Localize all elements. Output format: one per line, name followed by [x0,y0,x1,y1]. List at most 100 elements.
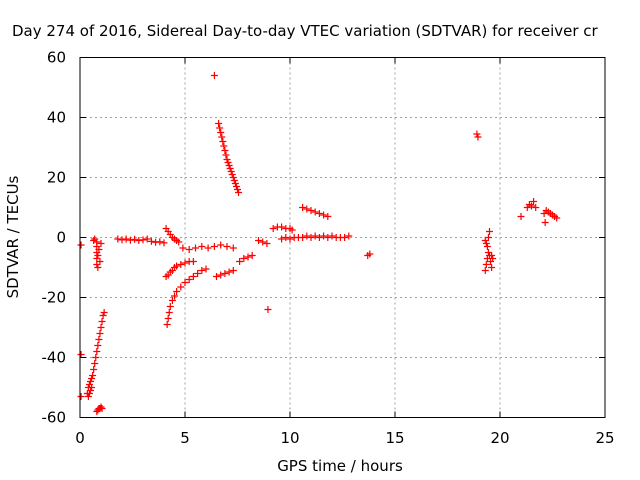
chart-title: Day 274 of 2016, Sidereal Day-to-day VTE… [12,22,599,40]
data-point [227,168,235,175]
data-point [210,243,218,250]
data-point [231,180,239,187]
data-point [473,130,481,138]
data-point [484,249,492,256]
data-point [97,403,105,411]
data-point [217,241,225,249]
data-point [282,234,290,241]
data-point [166,303,174,310]
data-point [179,244,187,252]
data-point [90,366,98,373]
data-point [269,225,277,232]
data-point [93,261,101,268]
data-point [98,318,106,325]
x-tick-label: 15 [385,429,404,447]
x-tick-label: 25 [595,429,614,447]
data-point [222,151,230,159]
data-point [88,384,96,391]
data-point [213,273,220,280]
data-point [189,258,197,265]
data-point [156,238,164,246]
data-point [488,264,496,271]
data-point [88,375,96,382]
data-point [95,336,103,343]
data-point [223,156,231,163]
data-point [489,255,497,262]
grid [80,57,605,418]
data-point [85,390,93,397]
data-point [185,246,193,253]
data-point [192,244,199,252]
data-point [93,348,101,355]
data-point [93,255,101,262]
data-point [131,235,139,243]
data-point [221,147,229,154]
data-point [235,189,243,196]
data-point [77,241,85,249]
data-point [95,246,103,253]
data-point [173,262,181,270]
data-point [160,239,168,247]
data-point [229,267,237,274]
data-point [229,244,237,252]
data-point [122,235,130,243]
data-point [217,271,225,279]
data-point [165,309,173,316]
data-point [226,165,234,172]
data-point [96,330,104,337]
data-point [223,243,231,250]
data-point [177,283,185,291]
data-point [366,250,374,258]
data-point [553,214,561,222]
data-point [218,133,226,141]
data-point [217,129,225,136]
data-point [221,270,229,277]
x-tick-label: 20 [490,429,509,447]
data-point [91,360,99,367]
data-point [320,232,328,240]
data-point [94,342,102,349]
data-point [225,268,233,276]
data-point [126,236,134,244]
data-point [215,120,223,127]
data-point [483,243,491,250]
data-point [202,265,210,273]
x-tick-label: 0 [75,429,85,447]
data-point [278,235,286,243]
data-point [228,171,236,178]
data-point [177,261,185,268]
data-point [299,234,307,241]
data-point [97,240,105,247]
data-point [87,387,94,394]
data-point [171,292,178,300]
data-point [307,234,315,241]
data-point [328,232,336,240]
data-point [236,258,244,265]
data-point [299,204,307,211]
data-point [474,133,482,141]
data-point [94,264,102,271]
data-point [288,226,296,234]
y-tick-label: -20 [42,289,67,307]
data-point [96,258,104,265]
data-point [541,219,549,226]
data-point [482,240,490,247]
data-point [528,202,535,210]
data-point [94,252,102,259]
data-point [320,211,328,219]
data-point [324,234,332,241]
data-point [488,252,496,259]
data-point [118,236,126,244]
data-point [530,198,538,205]
data-point [278,223,286,231]
y-axis-label: SDTVAR / TECUs [4,175,22,298]
data-point [89,372,97,379]
data-point [517,213,525,220]
data-point [286,235,294,243]
data-point [481,267,489,274]
data-point [264,306,272,313]
axis-ticks: 0 5 10 15 20 25 -60 -40 -20 0 20 40 60 [42,49,615,448]
y-tick-label: 20 [47,169,66,187]
data-point [244,253,252,261]
